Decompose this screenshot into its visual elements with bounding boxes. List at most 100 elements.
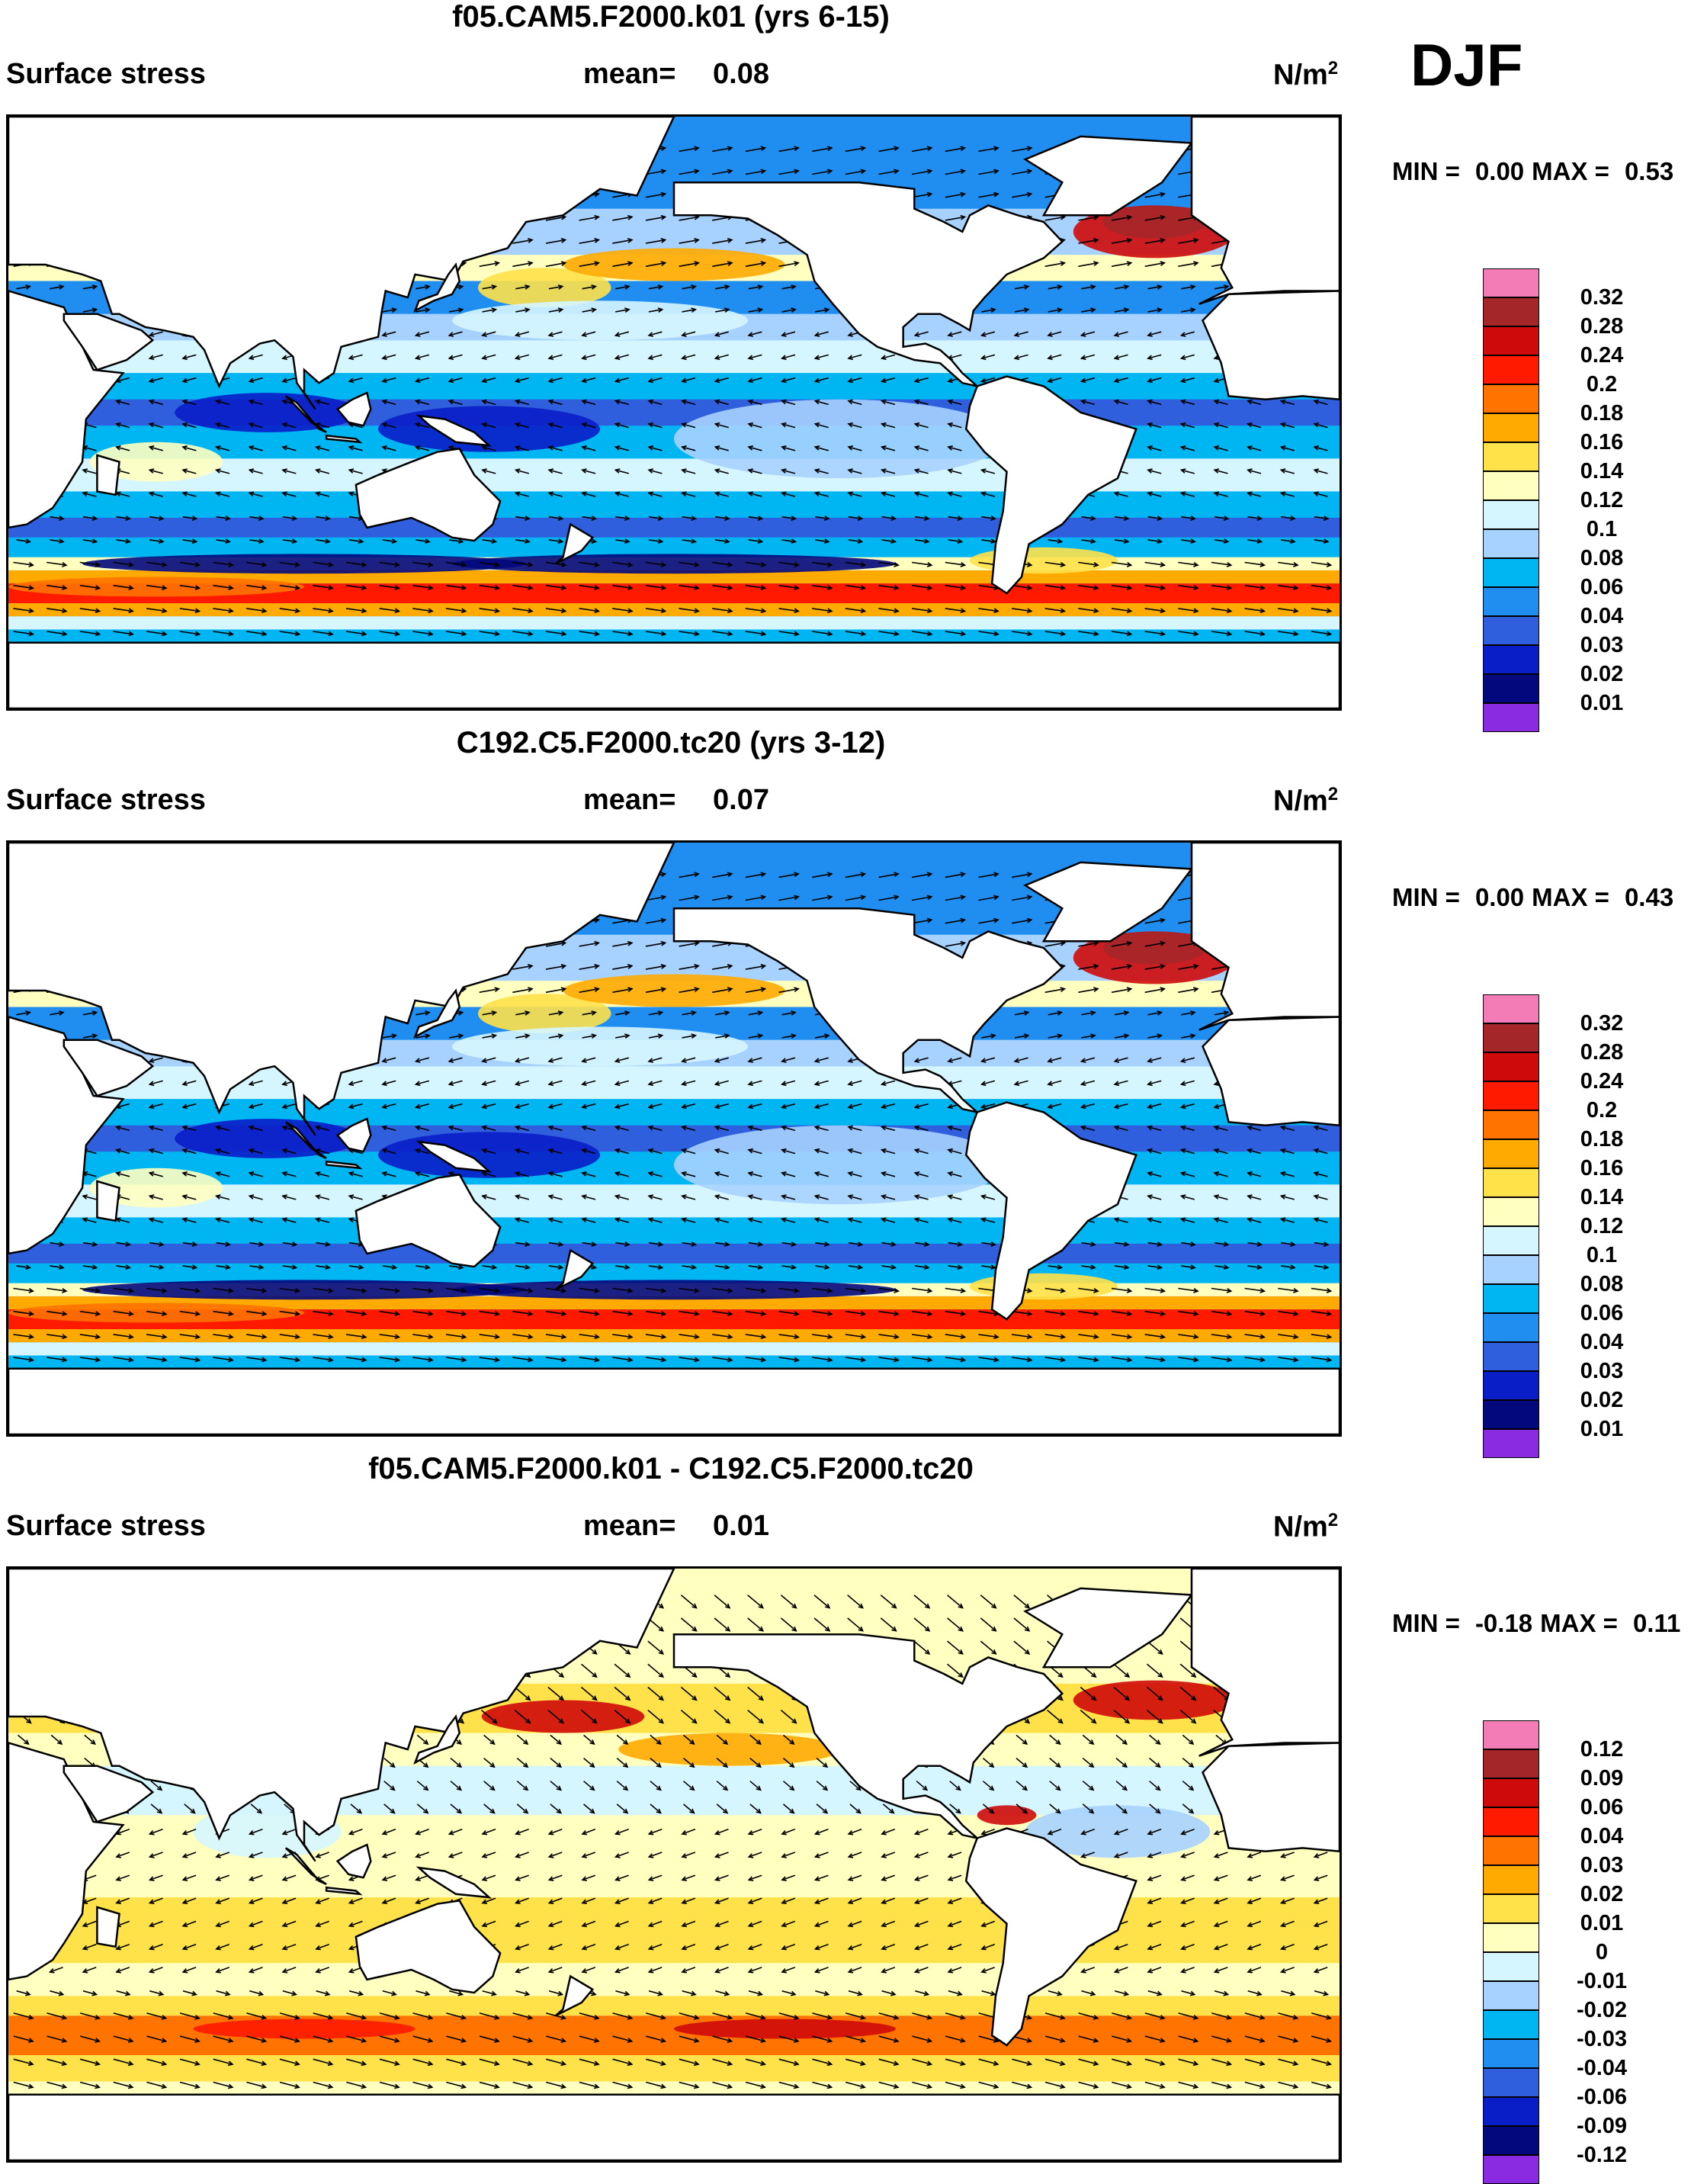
wind-arrow xyxy=(579,1357,599,1361)
wind-arrowhead xyxy=(1147,1922,1154,1928)
wind-arrow xyxy=(582,469,596,474)
wind-arrow xyxy=(216,1149,230,1155)
wind-arrow xyxy=(116,400,130,406)
wind-arrowhead xyxy=(592,1718,598,1724)
wind-arrowhead xyxy=(758,1695,765,1701)
wind-arrow xyxy=(648,492,663,497)
wind-arrow xyxy=(149,1829,163,1835)
wind-arrowhead xyxy=(794,987,800,993)
wind-arrowhead xyxy=(481,1899,488,1904)
wind-arrow xyxy=(947,1617,964,1632)
wind-arrow xyxy=(845,608,865,612)
wind-arrowhead xyxy=(847,399,853,405)
wind-arrowhead xyxy=(547,1148,554,1154)
wind-arrowhead xyxy=(913,422,920,428)
wind-arrowhead xyxy=(1047,332,1053,337)
wind-arrowhead xyxy=(1226,562,1233,567)
wind-arrow xyxy=(911,1357,932,1361)
wind-arrow xyxy=(116,1241,130,1245)
wind-arrow xyxy=(249,539,264,543)
wind-arrow xyxy=(915,492,929,497)
wind-arrowhead xyxy=(294,562,301,567)
wind-arrowhead xyxy=(448,1830,454,1836)
wind-arrowhead xyxy=(547,1125,554,1131)
wind-arrow xyxy=(945,1357,965,1361)
wind-arrowhead xyxy=(1190,538,1196,544)
wind-arrow xyxy=(313,561,333,566)
wind-arrow xyxy=(815,1126,829,1132)
wind-arrow xyxy=(748,1218,762,1223)
wind-arrowhead xyxy=(148,377,155,384)
colorbar-swatch xyxy=(1483,500,1539,529)
wind-arrowhead xyxy=(813,332,820,337)
wind-arrow xyxy=(213,608,233,612)
wind-arrowhead xyxy=(794,146,800,152)
wind-arrowhead xyxy=(589,1762,595,1768)
wind-arrowhead xyxy=(794,261,800,267)
wind-arrow xyxy=(548,469,563,474)
wind-arrow xyxy=(679,965,699,970)
wind-arrow xyxy=(878,147,899,153)
wind-arrow xyxy=(915,400,929,406)
wind-arrowhead xyxy=(594,214,601,220)
wind-arrowhead xyxy=(894,562,900,567)
wind-arrowhead xyxy=(694,964,700,969)
wind-arrow xyxy=(1146,1663,1163,1678)
wind-arrowhead xyxy=(481,422,487,428)
wind-arrowhead xyxy=(1113,1217,1120,1223)
wind-arrow xyxy=(548,1218,563,1223)
wind-arrow xyxy=(450,1781,462,1791)
wind-arrowhead xyxy=(913,377,920,384)
wind-arrowhead xyxy=(528,562,534,567)
wind-arrowhead xyxy=(1313,1125,1320,1131)
wind-arrow xyxy=(1111,216,1131,221)
wind-arrowhead xyxy=(980,377,987,384)
wind-arrowhead xyxy=(481,1058,487,1063)
wind-arrowhead xyxy=(760,169,767,175)
wind-arrowhead xyxy=(614,1899,621,1904)
wind-arrowhead xyxy=(813,1081,820,1087)
wind-arrow xyxy=(82,1265,97,1269)
wind-arrow xyxy=(781,400,796,406)
colorbar-level-label: 0.14 xyxy=(1580,459,1624,483)
wind-arrowhead xyxy=(813,445,820,451)
wind-arrowhead xyxy=(291,515,298,521)
wind-arrow xyxy=(179,1334,200,1338)
wind-arrow xyxy=(1081,1011,1096,1016)
wind-arrow xyxy=(149,469,163,474)
wind-arrowhead xyxy=(128,562,134,567)
wind-arrow xyxy=(845,896,865,901)
wind-arrowhead xyxy=(694,562,701,567)
wind-arrow xyxy=(1115,1829,1128,1835)
wind-arrowhead xyxy=(813,1148,820,1154)
wind-arrow xyxy=(1149,1781,1160,1791)
wind-arrow xyxy=(712,170,733,175)
wind-arrowhead xyxy=(1190,515,1196,521)
wind-arrow xyxy=(881,1218,896,1223)
land xyxy=(284,1121,327,1160)
colorbar-row: 0.12 xyxy=(1483,1197,1666,1238)
wind-arrowhead xyxy=(348,1830,355,1836)
wind-arrow xyxy=(515,1241,530,1245)
wind-arrow xyxy=(881,1920,896,1927)
wind-arrow xyxy=(1147,1149,1162,1155)
wind-arrowhead xyxy=(281,399,287,405)
wind-arrowhead xyxy=(913,1876,920,1881)
wind-arrow xyxy=(1213,1686,1230,1701)
wind-arrowhead xyxy=(1026,872,1033,878)
wind-arrow xyxy=(778,873,799,878)
wind-arrowhead xyxy=(28,1334,35,1340)
wind-arrowhead xyxy=(680,491,687,497)
wind-arrow xyxy=(848,1126,862,1132)
wind-arrow xyxy=(382,377,396,382)
wind-arrow xyxy=(714,1709,730,1724)
wind-arrow xyxy=(647,1709,664,1724)
wind-arrowhead xyxy=(926,917,933,923)
wind-arrow xyxy=(814,1035,829,1039)
wind-arrowhead xyxy=(91,307,98,313)
wind-arrow xyxy=(382,1035,396,1039)
wind-arrowhead xyxy=(993,608,999,614)
wind-arrowhead xyxy=(926,872,933,878)
wind-arrowhead xyxy=(960,631,967,637)
colorbar-row: 0.06 xyxy=(1483,1284,1666,1325)
